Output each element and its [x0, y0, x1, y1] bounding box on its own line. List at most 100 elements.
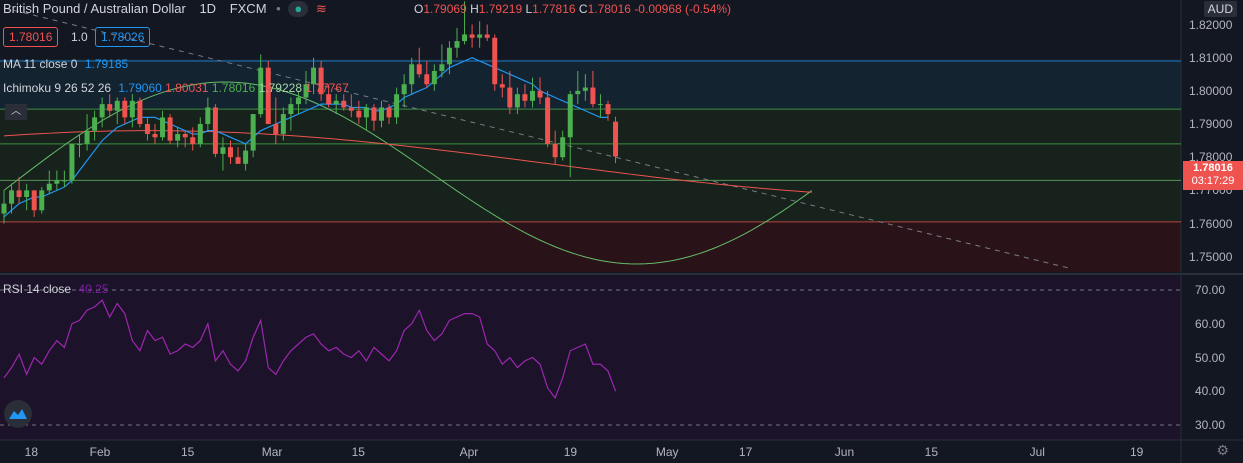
candle-body: [371, 107, 377, 121]
time-tick-label: Jun: [834, 445, 855, 459]
time-tick-label: 15: [180, 445, 195, 459]
time-tick-label: Apr: [459, 445, 479, 459]
candle-body: [311, 67, 317, 85]
candle-body: [288, 104, 294, 115]
candle-body: [250, 114, 256, 151]
candle-body: [61, 180, 67, 182]
candle-body: [160, 117, 166, 138]
collapse-legend-icon[interactable]: ︿: [5, 104, 27, 120]
candle-body: [454, 41, 460, 48]
candle-body: [114, 100, 120, 111]
candle-body: [318, 67, 324, 95]
candle-body: [462, 34, 468, 42]
candle-body: [107, 104, 113, 111]
low-value: 1.77816: [532, 2, 576, 16]
time-tick-label: 19: [563, 445, 578, 459]
high-value: 1.79219: [478, 2, 523, 16]
ma-line: [3, 57, 608, 218]
exchange: FXCM: [229, 1, 267, 16]
tradingview-logo[interactable]: [4, 400, 32, 428]
price-tick-label: 1.78000: [1189, 150, 1233, 165]
time-tick-label: May: [655, 445, 679, 459]
candle-body: [394, 94, 400, 118]
buy-button[interactable]: 1.78026: [95, 27, 151, 47]
candle-body: [446, 47, 452, 65]
rsi-pane: [0, 289, 1181, 426]
indicator-lines: [3, 57, 608, 218]
candle-body: [582, 87, 588, 91]
candle-body: [575, 90, 581, 95]
candle-body: [416, 64, 422, 75]
candle-body: [167, 117, 173, 141]
candle-body: [597, 104, 603, 106]
last-price-tag: 1.78016 03:17:29: [1183, 161, 1243, 190]
candle-body: [545, 97, 551, 144]
candle-body: [386, 107, 392, 118]
price-tick-label: 1.81000: [1189, 50, 1233, 65]
candle-body: [590, 87, 596, 105]
candle-body: [303, 84, 309, 98]
candle-body: [1, 203, 7, 214]
rsi-tick-label: 30.00: [1195, 418, 1226, 432]
candle-body: [175, 133, 181, 141]
candle-body: [326, 94, 332, 105]
rsi-tick-label: 40.00: [1195, 384, 1226, 399]
candle-body: [439, 64, 445, 71]
candlestick-series: [1, 1, 619, 224]
candle-body: [552, 143, 558, 158]
settings-gear-icon[interactable]: ⚙: [1216, 442, 1229, 458]
candle-body: [530, 90, 535, 101]
candle-body: [484, 34, 490, 38]
candle-body: [197, 124, 203, 144]
price-tick-label: 1.79000: [1189, 117, 1233, 132]
candle-body: [31, 190, 37, 211]
price-tick-label: 1.82000: [1189, 17, 1233, 32]
currency-label[interactable]: AUD: [1203, 1, 1237, 17]
candle-body: [220, 147, 226, 154]
candle-body: [152, 133, 158, 138]
rsi-tick-label: 60.00: [1195, 316, 1226, 331]
candle-body: [212, 107, 218, 154]
time-tick-label: 19: [1130, 445, 1144, 459]
candle-body: [514, 94, 520, 108]
candle-body: [477, 34, 483, 38]
candle-body: [605, 104, 611, 115]
candle-body: [24, 190, 30, 197]
candle-body: [273, 124, 279, 134]
symbol-header[interactable]: British Pound / Australian Dollar 1D FXC…: [3, 1, 327, 17]
candle-body: [522, 94, 528, 101]
rsi-line: [3, 299, 617, 400]
candle-body: [129, 100, 135, 118]
candle-body: [54, 180, 60, 184]
candle-body: [507, 87, 513, 108]
candle-body: [77, 143, 82, 145]
ma-legend[interactable]: MA 11 close 0 1.79185: [3, 57, 129, 71]
trend-line: [3, 7, 1071, 269]
time-tick-label: Feb: [89, 445, 111, 459]
candle-body: [379, 107, 384, 121]
rsi-legend[interactable]: RSI 14 close 40.25: [3, 282, 109, 296]
candle-body: [356, 110, 362, 118]
candle-body: [190, 137, 196, 144]
bar-countdown: 03:17:29: [1191, 175, 1235, 187]
sell-button[interactable]: 1.78016: [3, 27, 59, 47]
candle-body: [265, 67, 271, 125]
candle-body: [348, 107, 354, 111]
time-tick-label: 15: [924, 445, 938, 459]
senkou-span-b: [3, 130, 812, 193]
candle-body: [144, 124, 150, 134]
interval[interactable]: 1D: [199, 1, 217, 16]
lower-zone: [0, 221, 1181, 272]
replay-icon[interactable]: ≋: [315, 1, 327, 16]
rsi-tick-label: 50.00: [1195, 350, 1226, 365]
status-icon[interactable]: ●: [288, 1, 309, 17]
candle-body: [341, 100, 347, 108]
ichimoku-legend[interactable]: Ichimoku 9 26 52 26 1.79060 1.80031 1.78…: [3, 81, 349, 95]
candle-body: [137, 100, 143, 125]
candle-body: [401, 84, 407, 95]
close-value: 1.78016: [587, 2, 631, 16]
dots-icon[interactable]: •: [276, 1, 281, 16]
time-tick-label: 15: [351, 445, 365, 459]
